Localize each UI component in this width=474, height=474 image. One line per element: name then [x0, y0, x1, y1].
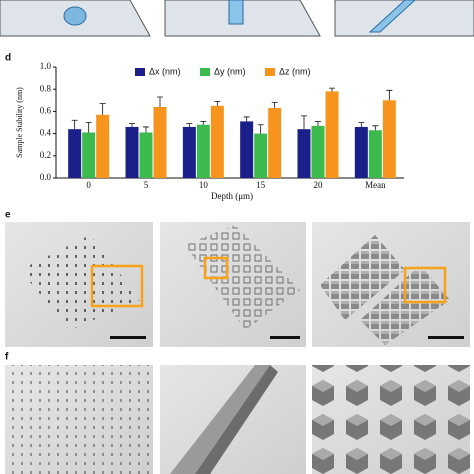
error-bar — [386, 89, 393, 101]
error-bar — [315, 120, 321, 126]
bar — [240, 121, 254, 178]
x-tick-label: 5 — [144, 180, 149, 190]
error-bar — [214, 101, 221, 106]
error-bar — [243, 116, 250, 122]
error-bar — [257, 124, 264, 134]
bar — [153, 106, 167, 178]
error-bar — [129, 123, 135, 127]
bar — [68, 129, 82, 178]
legend-swatch — [265, 68, 275, 76]
error-bar — [99, 103, 106, 115]
error-bar — [143, 126, 149, 133]
error-bar — [200, 120, 207, 125]
x-tick-label: Mean — [365, 180, 386, 190]
x-tick-label: 0 — [86, 180, 91, 190]
bar — [368, 130, 382, 178]
legend-label: Δx (nm) — [149, 66, 181, 76]
y-tick-label: 0.2 — [40, 150, 51, 160]
bar — [196, 124, 210, 178]
bar — [325, 91, 339, 178]
error-bar — [85, 122, 92, 133]
bar — [125, 126, 139, 178]
error-bar — [301, 115, 307, 130]
schematic — [0, 0, 474, 37]
bar — [354, 126, 368, 178]
error-bar — [157, 96, 163, 107]
bar — [182, 126, 196, 178]
error-bar — [358, 122, 365, 127]
legend-swatch — [200, 68, 210, 76]
x-tick-label: 15 — [256, 180, 266, 190]
panel-label: e — [5, 210, 11, 221]
y-axis-title: Sample Stability (nm) — [15, 87, 24, 158]
error-bar — [71, 119, 78, 130]
panel-label: d — [5, 53, 11, 64]
bar — [254, 133, 268, 178]
bar — [82, 132, 96, 178]
error-bar — [372, 125, 379, 131]
y-tick-label: 1.0 — [40, 61, 52, 71]
legend-swatch — [135, 68, 145, 76]
bar — [382, 100, 396, 178]
bar — [268, 108, 282, 178]
bar — [96, 114, 110, 178]
sem-images-f — [5, 365, 470, 474]
error-bar — [186, 123, 193, 127]
y-tick-label: 0.4 — [40, 128, 52, 138]
bar — [210, 105, 224, 178]
sem-images-e — [5, 222, 470, 347]
y-tick-label: 0.0 — [40, 172, 52, 182]
error-bar — [271, 102, 278, 109]
legend-label: Δz (nm) — [279, 66, 311, 76]
chart: 0.0 0.2 0.4 0.6 0.8 1.0 Sample Stability (nm) D… — [15, 61, 404, 201]
x-axis-title: Depth (μm) — [211, 191, 253, 201]
x-tick-label: 20 — [314, 180, 324, 190]
legend-label: Δy (nm) — [214, 66, 246, 76]
y-tick-label: 0.6 — [40, 105, 52, 115]
bar — [297, 129, 311, 178]
panel-label: f — [5, 352, 9, 363]
y-tick-label: 0.8 — [40, 83, 52, 93]
error-bar — [329, 87, 335, 92]
bar — [139, 132, 153, 178]
x-tick-label: 10 — [199, 180, 209, 190]
bar — [311, 125, 325, 178]
